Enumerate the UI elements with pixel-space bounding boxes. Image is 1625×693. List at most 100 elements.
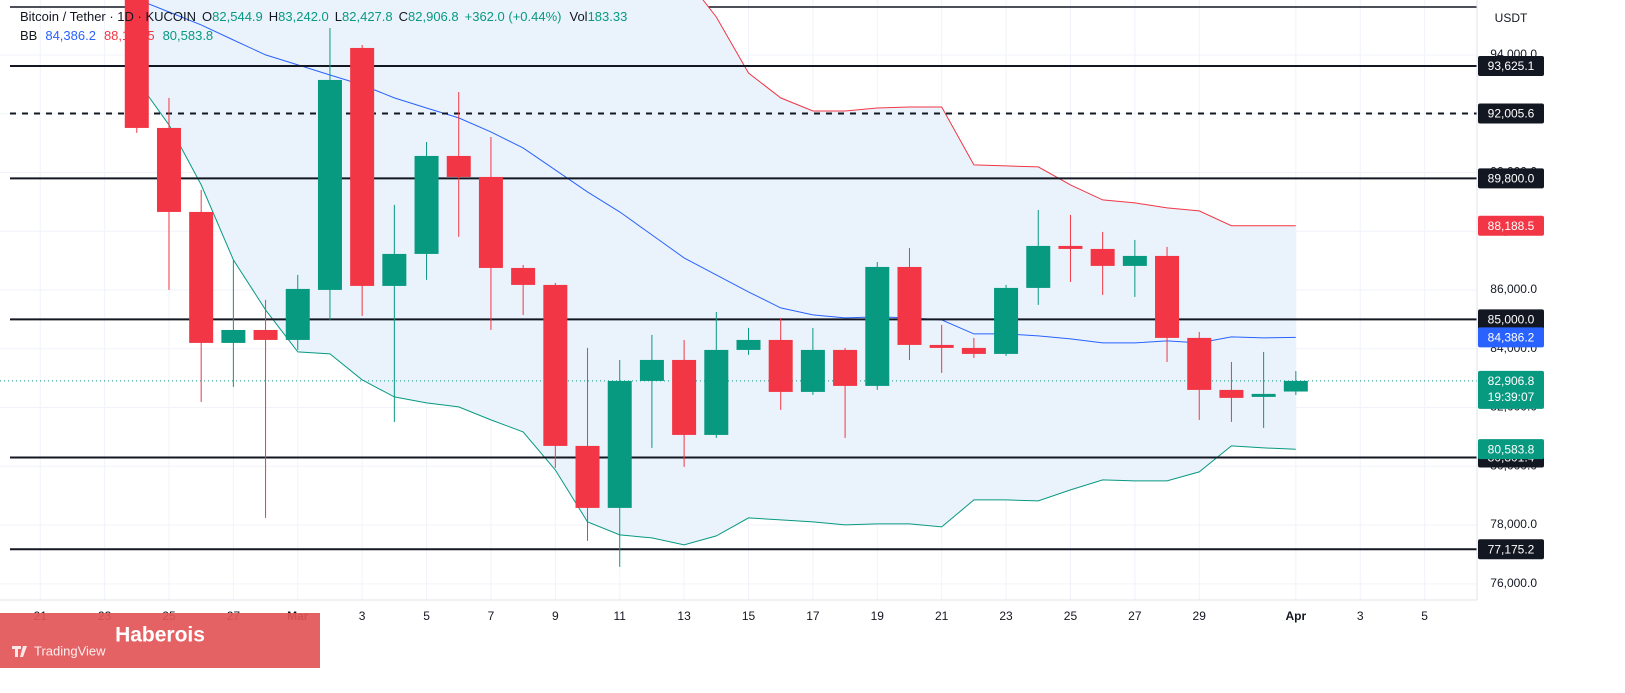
y-tick-label: 76,000.0 bbox=[1490, 576, 1537, 590]
header-line: BB 84,386.2 88,188.5 80,583.8 bbox=[20, 28, 213, 43]
x-tick-label: 25 bbox=[1064, 609, 1078, 623]
header-item: 82,427.8 bbox=[342, 9, 393, 24]
countdown-label: 19:39:07 bbox=[1488, 390, 1535, 404]
x-tick-label: 13 bbox=[677, 609, 691, 623]
candle-body bbox=[865, 266, 890, 386]
watermark-source: TradingView bbox=[34, 643, 106, 658]
candle-body bbox=[446, 155, 471, 177]
candle-body bbox=[1058, 245, 1083, 249]
x-tick-label: 23 bbox=[999, 609, 1013, 623]
x-tick-label: 5 bbox=[423, 609, 430, 623]
candle-body bbox=[511, 267, 536, 285]
last-price-box bbox=[1478, 370, 1544, 409]
currency-box bbox=[1478, 6, 1544, 32]
x-tick-label: 3 bbox=[1357, 609, 1364, 623]
candle-body bbox=[317, 79, 342, 290]
candle-body bbox=[575, 445, 600, 508]
header-item: 88,188.5 bbox=[104, 28, 155, 43]
level-label-box bbox=[1478, 55, 1544, 76]
level-label-box bbox=[1478, 309, 1544, 330]
candle-body bbox=[189, 211, 214, 343]
header-item: 80,583.8 bbox=[163, 28, 214, 43]
y-tick-label: 86,000.0 bbox=[1490, 282, 1537, 296]
x-tick-label: 19 bbox=[871, 609, 885, 623]
level-label: 89,800.0 bbox=[1488, 172, 1535, 186]
candle-body bbox=[350, 47, 375, 286]
candle-body bbox=[221, 329, 246, 343]
indicator-line bbox=[136, 79, 1296, 546]
header: Bitcoin / Tether · 1D · KUCOIN O82,544.9 H… bbox=[20, 9, 627, 43]
candle-body bbox=[478, 176, 503, 268]
header-item: C bbox=[399, 9, 408, 24]
candle-body bbox=[1187, 337, 1212, 390]
header-item: 84,386.2 bbox=[45, 28, 96, 43]
header-item: H bbox=[269, 9, 278, 24]
candle-body bbox=[800, 349, 825, 392]
candle-body bbox=[833, 349, 858, 386]
tv-logo bbox=[12, 646, 27, 657]
x-tick-label: 7 bbox=[488, 609, 495, 623]
candle-body bbox=[1155, 255, 1180, 338]
header-item: Vol bbox=[569, 9, 587, 24]
indicator-label: 88,188.5 bbox=[1488, 219, 1535, 233]
indicator-label: 80,583.8 bbox=[1488, 442, 1535, 456]
candle-body bbox=[253, 329, 278, 340]
x-tick-label: 17 bbox=[806, 609, 820, 623]
candle-body bbox=[1122, 255, 1147, 266]
x-tick-label: Apr bbox=[1285, 609, 1306, 623]
candle-body bbox=[1090, 248, 1115, 266]
candle-body bbox=[1026, 245, 1051, 288]
candle-body bbox=[414, 155, 439, 254]
header-item: BB bbox=[20, 28, 37, 43]
header-item: 82,544.9 bbox=[212, 9, 263, 24]
watermark-brand: Haberois bbox=[115, 624, 205, 647]
header-item: +362.0 (+0.44%) bbox=[465, 9, 562, 24]
level-label-box bbox=[1478, 539, 1544, 560]
header-item: 183.33 bbox=[588, 9, 628, 24]
indicator-label-box bbox=[1478, 439, 1544, 460]
candle-body bbox=[961, 347, 986, 354]
candle-body bbox=[929, 344, 954, 348]
indicator-label-box bbox=[1478, 327, 1544, 348]
candle-body bbox=[124, 0, 149, 128]
candle-body bbox=[736, 339, 761, 350]
level-label-box bbox=[1478, 103, 1544, 124]
header-line: Bitcoin / Tether · 1D · KUCOIN O82,544.9 H… bbox=[20, 9, 627, 24]
x-tick-label: 3 bbox=[359, 609, 366, 623]
level-label-box bbox=[1478, 168, 1544, 189]
x-tick-label: 29 bbox=[1193, 609, 1207, 623]
candle-body bbox=[768, 339, 793, 392]
candle-body bbox=[639, 359, 664, 381]
candle-body bbox=[1283, 380, 1308, 392]
level-label: 77,175.2 bbox=[1488, 542, 1535, 556]
level-label: 92,005.6 bbox=[1488, 107, 1535, 121]
indicator-label-box bbox=[1478, 215, 1544, 236]
x-tick-label: 5 bbox=[1421, 609, 1428, 623]
indicator-line bbox=[702, 0, 1296, 227]
x-tick-label: 15 bbox=[742, 609, 756, 623]
candle-body bbox=[285, 288, 310, 340]
indicator-label: 84,386.2 bbox=[1488, 331, 1535, 345]
candle-body bbox=[156, 127, 181, 212]
level-label: 93,625.1 bbox=[1488, 59, 1535, 73]
plot-area bbox=[0, 0, 1477, 567]
candle-body bbox=[543, 284, 568, 446]
level-label: 85,000.0 bbox=[1488, 313, 1535, 327]
last-price-label: 82,906.8 bbox=[1488, 374, 1535, 388]
header-item: 82,906.8 bbox=[408, 9, 459, 24]
header-item: Bitcoin / Tether · 1D · KUCOIN bbox=[20, 9, 196, 24]
axes: 76,000.078,000.080,000.082,000.084,000.0… bbox=[34, 47, 1544, 623]
candle-body bbox=[897, 266, 922, 345]
candle-body bbox=[1251, 393, 1276, 397]
header-item: L bbox=[335, 9, 342, 24]
header-item: O bbox=[202, 9, 212, 24]
candle-body bbox=[382, 253, 407, 286]
watermark: Haberois TradingView bbox=[0, 613, 320, 668]
header-item: 83,242.0 bbox=[278, 9, 329, 24]
watermark-box bbox=[0, 613, 320, 668]
candle-body bbox=[994, 287, 1019, 354]
band-fill bbox=[136, 0, 1296, 545]
